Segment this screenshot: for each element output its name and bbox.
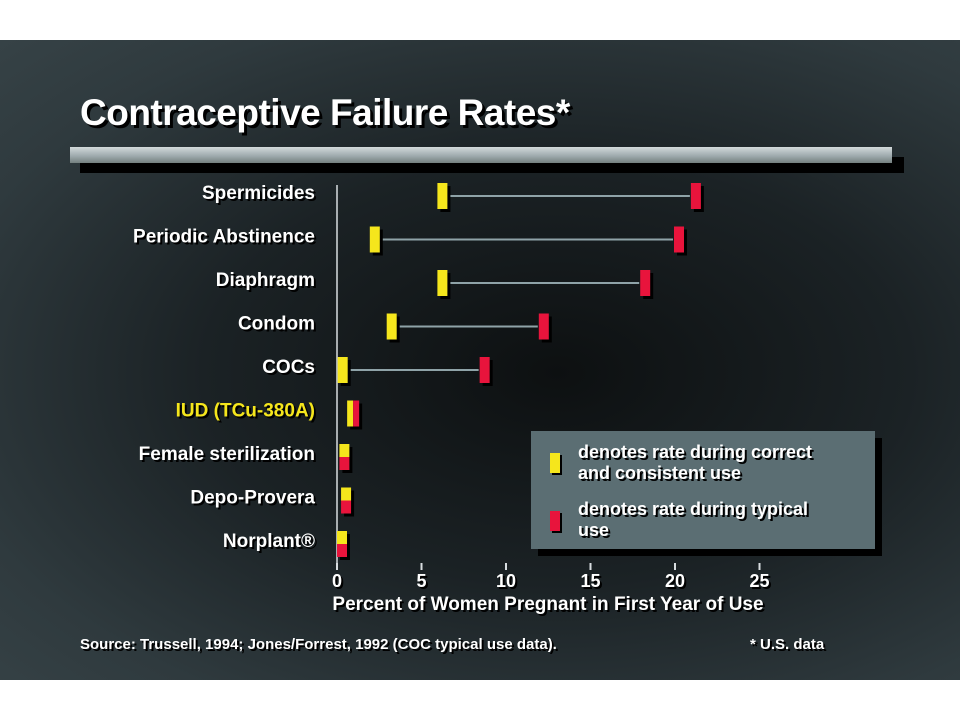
- typical-use-marker: [339, 457, 350, 470]
- typical-use-marker: [690, 183, 701, 209]
- legend-label-correct-line1: denotes rate during correct: [578, 442, 813, 462]
- category-label: Spermicides: [202, 183, 315, 204]
- category-label: Condom: [238, 314, 315, 335]
- typical-use-marker: [674, 226, 684, 253]
- category-label-shadow: Female sterilization: [141, 446, 317, 467]
- category-label-shadow: Periodic Abstinence: [135, 229, 317, 250]
- legend-label-typical-use: denotes rate during typical use: [578, 499, 808, 541]
- legend: denotes rate during correct and consiste…: [531, 431, 875, 549]
- typical-use-marker: [538, 313, 549, 340]
- x-tick-label-shadow: 0: [334, 573, 344, 593]
- footnote: * U.S. data: [750, 636, 825, 653]
- category-label-shadow: Condom: [240, 316, 317, 337]
- correct-use-marker: [337, 357, 348, 383]
- x-tick-label-shadow: 10: [498, 573, 518, 593]
- correct-use-marker: [437, 183, 448, 209]
- category-label-shadow: Norplant®: [225, 533, 317, 554]
- x-tick-label: 20: [665, 571, 685, 591]
- category-label-shadow: Spermicides: [204, 185, 317, 206]
- correct-use-marker: [369, 226, 380, 253]
- legend-label-correct-line2: and consistent use: [578, 463, 742, 483]
- correct-use-marker: [337, 531, 347, 544]
- x-tick-label: 25: [749, 571, 769, 591]
- category-label: Norplant®: [223, 531, 315, 552]
- typical-use-marker: [353, 400, 360, 427]
- correct-use-marker: [341, 487, 352, 501]
- x-tick-label: 0: [332, 571, 342, 591]
- category-label-shadow: Depo-Provera: [192, 490, 317, 511]
- typical-use-marker: [479, 357, 490, 383]
- x-tick-label: 15: [580, 571, 600, 591]
- typical-use-marker: [640, 270, 651, 296]
- category-label: IUD (TCu-380A): [176, 401, 315, 422]
- legend-label-typical-line1: denotes rate during typical: [578, 499, 809, 519]
- typical-use-marker: [337, 544, 347, 557]
- x-axis-label: Percent of Women Pregnant in First Year …: [332, 594, 764, 615]
- typical-use-marker: [341, 500, 352, 514]
- chart-title: Contraceptive Failure Rates*: [80, 92, 570, 133]
- x-tick-label-shadow: 15: [582, 573, 602, 593]
- category-label: Diaphragm: [216, 270, 315, 291]
- legend-label-correct-use: denotes rate during correct and consiste…: [578, 442, 812, 484]
- category-label-shadow: Diaphragm: [218, 272, 317, 293]
- legend-swatch-typical-use: [550, 511, 560, 531]
- x-tick-label-shadow: 20: [667, 573, 687, 593]
- category-label: Female sterilization: [139, 444, 315, 465]
- correct-use-marker: [339, 444, 350, 457]
- category-label-shadow: COCs: [264, 359, 317, 380]
- x-tick-label: 5: [416, 571, 426, 591]
- source-citation: Source: Trussell, 1994; Jones/Forrest, 1…: [80, 636, 557, 653]
- correct-use-marker: [437, 270, 448, 296]
- title-underline-bar: [70, 147, 892, 163]
- correct-use-marker: [386, 313, 397, 340]
- legend-label-typical-line2: use: [578, 520, 610, 540]
- legend-swatch-correct-use: [550, 453, 560, 473]
- category-label-shadow: IUD (TCu-380A): [178, 403, 317, 424]
- x-tick-label-shadow: 5: [418, 573, 428, 593]
- x-tick-label: 10: [496, 571, 516, 591]
- category-label: COCs: [262, 357, 315, 378]
- correct-use-marker: [347, 400, 354, 427]
- x-tick-label-shadow: 25: [751, 573, 771, 593]
- category-label: Periodic Abstinence: [133, 227, 315, 248]
- category-label: Depo-Provera: [190, 488, 315, 509]
